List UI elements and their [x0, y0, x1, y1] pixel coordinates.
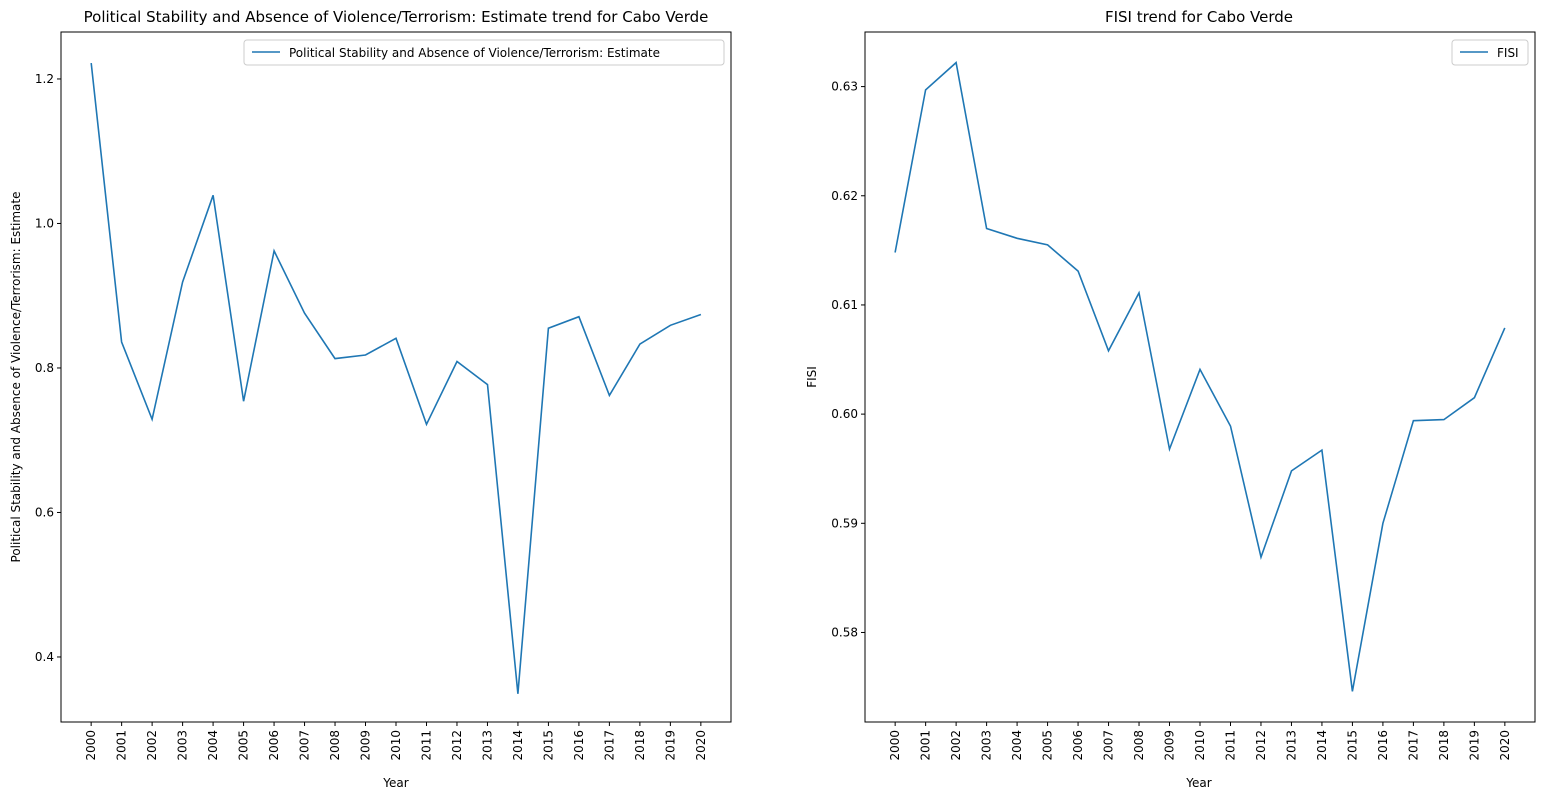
x-tick-label: 2013	[1284, 730, 1298, 761]
y-axis-label: Political Stability and Absence of Viole…	[9, 192, 23, 563]
legend-box	[243, 39, 725, 66]
legend: Political Stability and Absence of Viole…	[243, 39, 725, 66]
x-tick-label: 2012	[450, 730, 464, 761]
chart-title: FISI trend for Cabo Verde	[1105, 8, 1293, 26]
x-tick-label: 2000	[84, 730, 98, 761]
x-tick-label: 2015	[1345, 730, 1359, 761]
x-tick-label: 2005	[1041, 730, 1055, 761]
series-line	[894, 61, 1506, 692]
legend: FISI	[1451, 39, 1529, 66]
x-tick-label: 2019	[663, 730, 677, 761]
x-tick-label: 2004	[1010, 730, 1024, 761]
x-tick-label: 2016	[1376, 730, 1390, 761]
chart-title: Political Stability and Absence of Viole…	[84, 8, 709, 26]
y-tick-label: 0.63	[831, 80, 858, 94]
x-tick-label: 2011	[1223, 730, 1237, 761]
y-tick-label: 0.4	[35, 650, 54, 664]
plot-frame	[60, 31, 732, 723]
x-tick-label: 2009	[359, 730, 373, 761]
x-tick-label: 2019	[1467, 730, 1481, 761]
x-tick-label: 2003	[176, 730, 190, 761]
x-tick-label: 2004	[206, 730, 220, 761]
series-line	[90, 63, 702, 694]
y-tick-label: 0.60	[831, 407, 858, 421]
y-tick-label: 0.59	[831, 516, 858, 530]
x-tick-label: 2007	[1102, 730, 1116, 761]
x-tick-label: 2020	[1498, 730, 1512, 761]
x-tick-label: 2008	[328, 730, 342, 761]
y-tick-label: 0.6	[35, 505, 54, 519]
y-axis-label: FISI	[805, 366, 819, 388]
x-axis-label: Year	[1185, 776, 1211, 790]
y-tick-label: 0.62	[831, 189, 858, 203]
chart-fisi: FISI trend for Cabo Verde 2000 2001 2002 20…	[805, 8, 1536, 790]
x-tick-label: 2009	[1163, 730, 1177, 761]
x-tick-label: 2013	[480, 730, 494, 761]
x-axis-label: Year	[382, 776, 408, 790]
legend-box	[1451, 39, 1529, 66]
x-tick-label: 2017	[1406, 730, 1420, 761]
x-tick-label: 2015	[541, 730, 555, 761]
y-tick-label: 0.61	[831, 298, 858, 312]
x-tick-label: 2012	[1254, 730, 1268, 761]
x-tick-label: 2016	[572, 730, 586, 761]
x-tick-label: 2014	[1315, 730, 1329, 761]
x-tick-label: 2003	[980, 730, 994, 761]
y-tick-label: 1.2	[35, 72, 54, 86]
x-tick-label: 2020	[694, 730, 708, 761]
x-tick-label: 2006	[1071, 730, 1085, 761]
x-tick-label: 2018	[1437, 730, 1451, 761]
y-tick-label: 0.58	[831, 625, 858, 639]
x-tick-label: 2001	[919, 730, 933, 761]
x-tick-label: 2007	[298, 730, 312, 761]
legend-label: FISI	[1497, 46, 1519, 60]
x-tick-label: 2017	[602, 730, 616, 761]
x-tick-label: 2018	[633, 730, 647, 761]
chart-political-stability: Political Stability and Absence of Viole…	[9, 8, 732, 790]
y-tick-label: 0.8	[35, 361, 54, 375]
x-tick-label: 2014	[511, 730, 525, 761]
x-tick-label: 2000	[888, 730, 902, 761]
x-tick-label: 2002	[949, 730, 963, 761]
x-tick-label: 2005	[237, 730, 251, 761]
legend-label: Political Stability and Absence of Viole…	[289, 46, 660, 60]
y-tick-label: 1.0	[35, 216, 54, 230]
x-tick-label: 2002	[145, 730, 159, 761]
x-tick-label: 2008	[1132, 730, 1146, 761]
x-tick-label: 2006	[267, 730, 281, 761]
x-tick-label: 2010	[1193, 730, 1207, 761]
x-tick-label: 2011	[419, 730, 433, 761]
plot-frame	[864, 31, 1536, 723]
x-tick-label: 2010	[389, 730, 403, 761]
x-tick-label: 2001	[115, 730, 129, 761]
